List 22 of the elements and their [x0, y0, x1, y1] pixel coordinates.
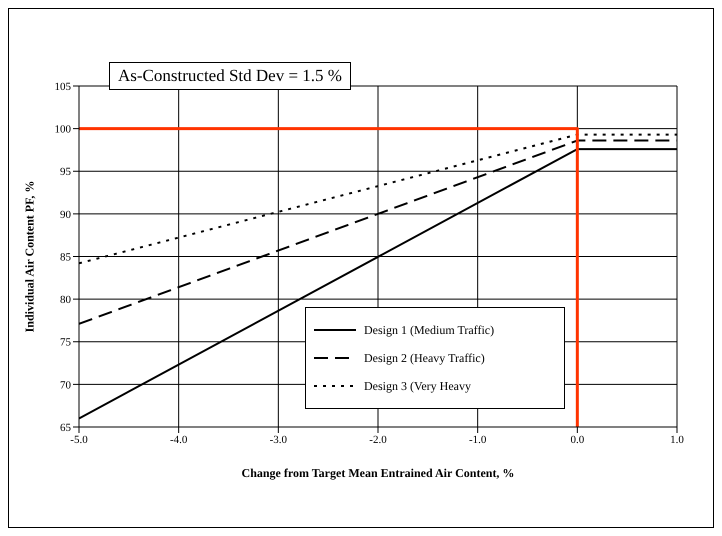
x-tick-label: -2.0 — [369, 434, 388, 446]
text: As-Constructed Std Dev = 1.5 % — [109, 62, 351, 90]
y-tick-label: 85 — [60, 251, 72, 264]
y-tick-label: 95 — [60, 166, 72, 178]
y-tick-label: 75 — [60, 336, 72, 349]
y-tick-label: 100 — [54, 124, 72, 136]
legend-label: Design 1 (Medium Traffic) — [364, 322, 494, 339]
x-tick-label: 1.0 — [670, 434, 684, 446]
x-tick-label: -5.0 — [70, 434, 88, 446]
x-axis-title: Change from Target Mean Entrained Air Content, % — [242, 466, 514, 480]
y-tick-label: 80 — [60, 294, 72, 306]
x-tick-label: 0.0 — [570, 434, 585, 446]
y-tick-label: 90 — [60, 208, 72, 221]
legend-label: Design 3 (Very Heavy — [364, 378, 471, 395]
x-tick-label: -1.0 — [468, 434, 487, 446]
y-axis-title: Individual Air Content PF, % — [22, 180, 36, 332]
x-tick-label: -3.0 — [270, 434, 288, 446]
legend-label: Design 2 (Heavy Traffic) — [364, 350, 485, 367]
x-tick-label: -4.0 — [170, 434, 188, 446]
y-tick-label: 70 — [60, 379, 72, 392]
y-tick-label: 65 — [60, 422, 72, 434]
y-tick-label: 105 — [54, 80, 72, 93]
